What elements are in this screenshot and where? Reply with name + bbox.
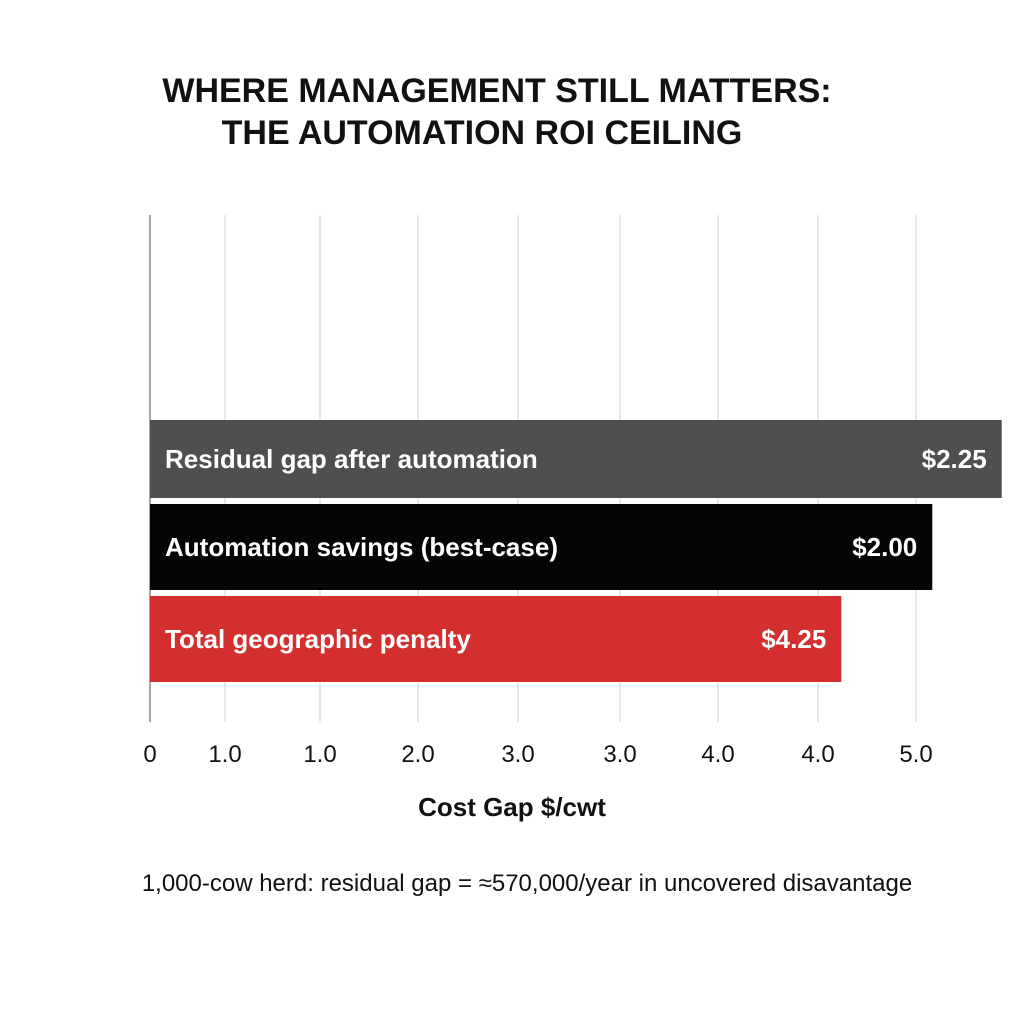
bar bbox=[150, 504, 933, 590]
bar bbox=[150, 420, 1002, 498]
bar bbox=[150, 596, 842, 682]
x-tick-label: 4.0 bbox=[801, 741, 834, 768]
chart-title-line-1: WHERE MANAGEMENT STILL MATTERS: bbox=[162, 72, 832, 110]
x-axis-label: Cost Gap $/cwt bbox=[418, 792, 606, 822]
x-tick-label: 0 bbox=[143, 741, 156, 768]
bar-value-label: $4.25 bbox=[761, 624, 826, 654]
bar-value-label: $2.00 bbox=[852, 532, 917, 562]
x-tick-label: 1.0 bbox=[303, 741, 336, 768]
footnote: 1,000-cow herd: residual gap = ≈570,000/… bbox=[141, 870, 913, 897]
bar-category-label: Residual gap after automation bbox=[165, 444, 538, 474]
x-tick-label: 5.0 bbox=[899, 741, 932, 768]
x-tick-label: 4.0 bbox=[701, 741, 734, 768]
bar-category-label: Total geographic penalty bbox=[165, 624, 471, 654]
chart-title: WHERE MANAGEMENT STILL MATTERS: THE AUTO… bbox=[0, 70, 1024, 154]
bar-value-label: $2.25 bbox=[922, 444, 987, 474]
x-tick-label: 2.0 bbox=[401, 741, 434, 768]
x-tick-label: 1.0 bbox=[208, 741, 241, 768]
bar-category-label: Automation savings (best-case) bbox=[165, 532, 558, 562]
x-tick-label: 3.0 bbox=[501, 741, 534, 768]
x-tick-label: 3.0 bbox=[603, 741, 636, 768]
chart-title-line-2: THE AUTOMATION ROI CEILING bbox=[221, 114, 743, 152]
